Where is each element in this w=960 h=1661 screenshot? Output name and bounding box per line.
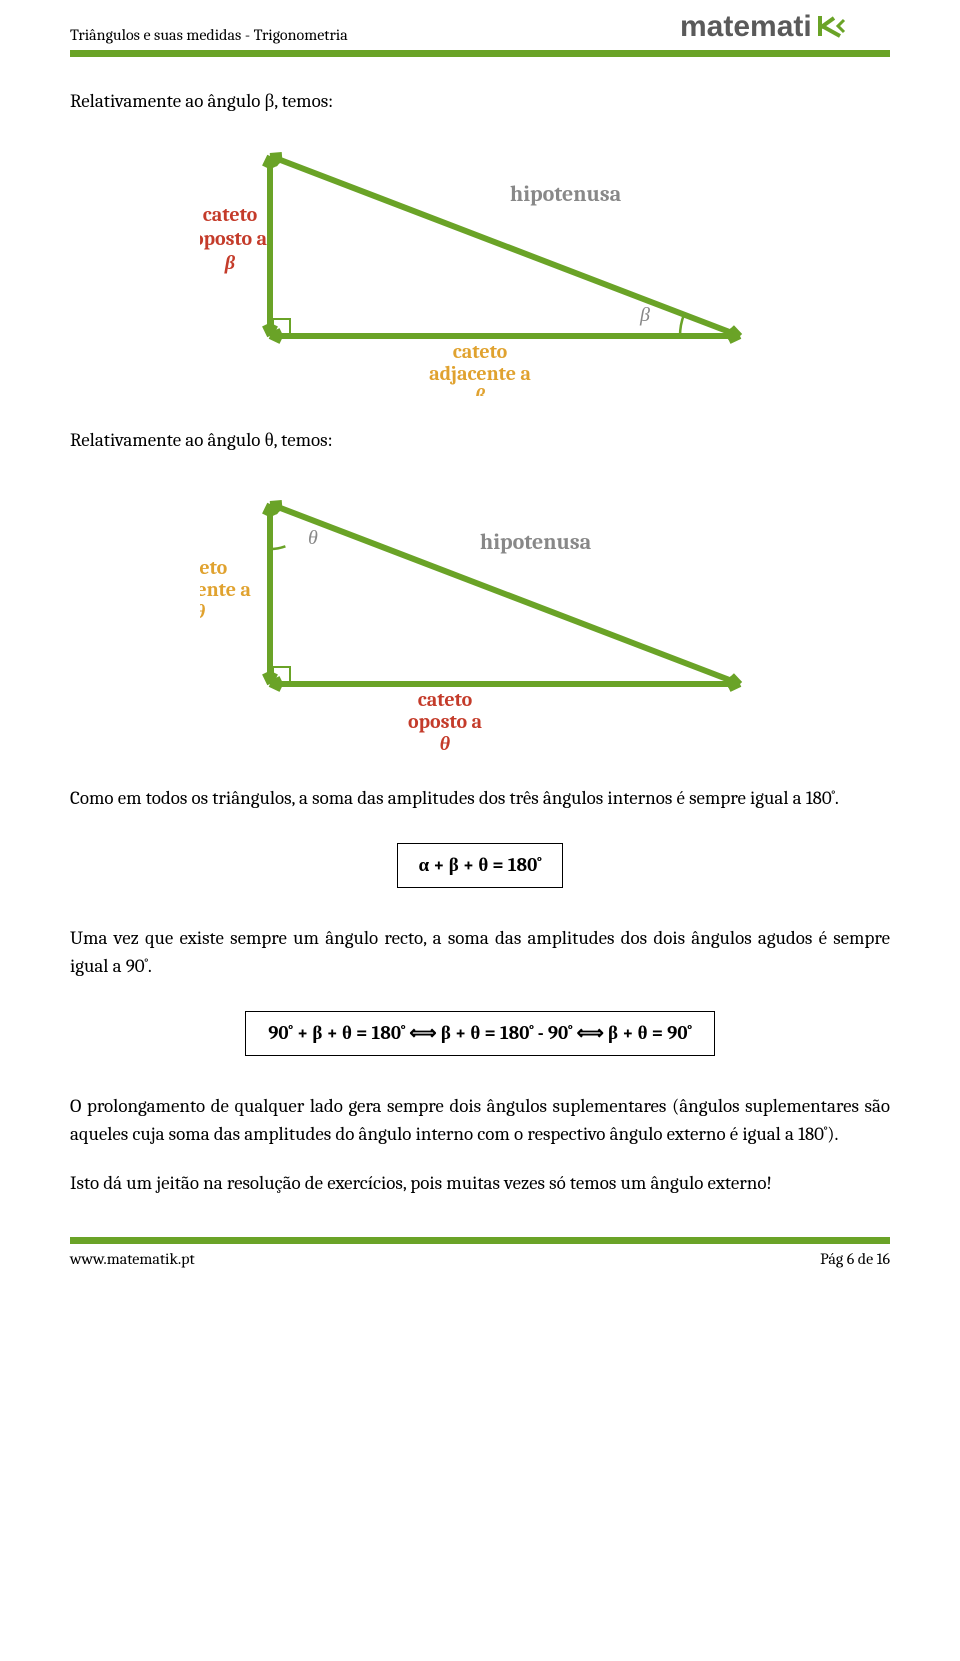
svg-text:β: β bbox=[224, 251, 236, 274]
footer-url: www.matematik.pt bbox=[70, 1250, 195, 1268]
page-header: Triângulos e suas medidas - Trigonometri… bbox=[70, 0, 890, 48]
formula-2: 90˚ + β + θ = 180˚ ⟺ β + θ = 180˚ - 90˚ … bbox=[245, 1011, 715, 1056]
svg-text:hipotenusa: hipotenusa bbox=[480, 529, 592, 555]
logo-text-dark: matemati bbox=[680, 10, 812, 43]
page-footer: www.matematik.pt Pág 6 de 16 bbox=[70, 1244, 890, 1288]
svg-text:cateto: cateto bbox=[453, 340, 508, 363]
footer-divider bbox=[70, 1237, 890, 1244]
svg-text:adjacente a: adjacente a bbox=[200, 578, 251, 601]
svg-text:hipotenusa: hipotenusa bbox=[510, 181, 622, 207]
header-title: Triângulos e suas medidas - Trigonometri… bbox=[70, 26, 348, 44]
svg-text:oposto a: oposto a bbox=[200, 227, 268, 250]
svg-text:θ: θ bbox=[440, 732, 451, 754]
header-divider bbox=[70, 50, 890, 57]
svg-text:β: β bbox=[474, 384, 486, 396]
logo: matemati bbox=[680, 8, 890, 44]
paragraph-5: O prolongamento de qualquer lado gera se… bbox=[70, 1092, 890, 1149]
svg-text:β: β bbox=[639, 303, 650, 326]
svg-text:θ: θ bbox=[200, 600, 206, 623]
svg-text:cateto: cateto bbox=[200, 556, 228, 579]
formula-box-2: 90˚ + β + θ = 180˚ ⟺ β + θ = 180˚ - 90˚ … bbox=[70, 1011, 890, 1056]
svg-text:adjacente a: adjacente a bbox=[429, 362, 531, 385]
formula-box-1: α + β + θ = 180˚ bbox=[70, 843, 890, 888]
figure-theta: hipotenusaθcatetoadjacente aθcatetoopost… bbox=[70, 474, 890, 754]
paragraph-3: Como em todos os triângulos, a soma das … bbox=[70, 784, 890, 813]
paragraph-2: Relativamente ao ângulo θ, temos: bbox=[70, 426, 890, 455]
figure-beta: hipotenusaβcatetooposto aβcatetoadjacent… bbox=[70, 136, 890, 396]
footer-page: Pág 6 de 16 bbox=[820, 1250, 890, 1268]
paragraph-4: Uma vez que existe sempre um ângulo rect… bbox=[70, 924, 890, 981]
paragraph-6: Isto dá um jeitão na resolução de exercí… bbox=[70, 1169, 890, 1198]
svg-text:oposto a: oposto a bbox=[408, 710, 483, 733]
svg-text:cateto: cateto bbox=[418, 688, 473, 711]
formula-1: α + β + θ = 180˚ bbox=[397, 843, 562, 888]
paragraph-1: Relativamente ao ângulo β, temos: bbox=[70, 87, 890, 116]
svg-text:θ: θ bbox=[308, 526, 318, 549]
svg-text:cateto: cateto bbox=[203, 203, 258, 226]
